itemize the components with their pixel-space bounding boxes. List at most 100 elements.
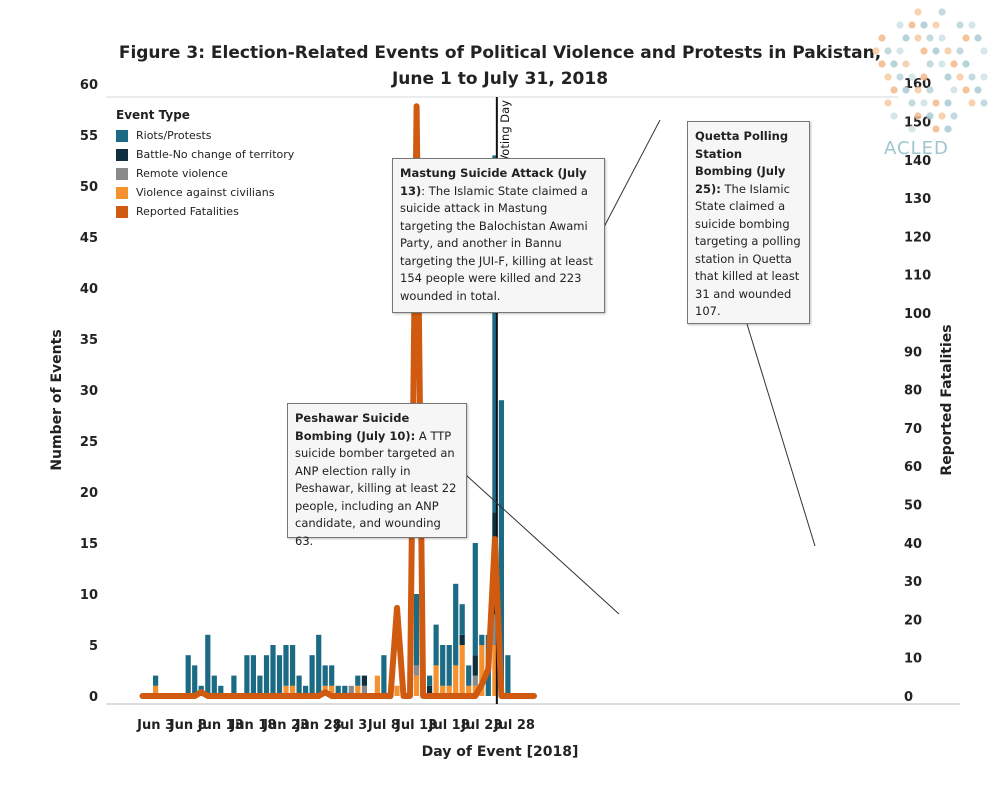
y2-tick-label: 60 — [904, 460, 922, 475]
bar-riots-protests — [335, 685, 341, 696]
legend-label: Remote violence — [136, 167, 228, 180]
annotation-peshawar: Peshawar Suicide Bombing (July 10): A TT… — [287, 403, 467, 548]
bar-remote-violence — [413, 665, 420, 676]
legend-item-remote-violence: Remote violence — [116, 164, 294, 183]
quetta-leader-line — [746, 323, 816, 547]
bar-riots-protests — [446, 645, 452, 686]
y2-tick-label: 20 — [904, 613, 922, 628]
bar-riots-protests — [440, 645, 446, 686]
logo-dot — [944, 99, 952, 107]
x-tick-label: Jun 28 — [295, 718, 342, 733]
y-tick-label: 35 — [80, 333, 98, 348]
bar-riots-protests — [257, 675, 263, 696]
x-tick-label: Jul 8 — [367, 718, 400, 733]
logo-dot — [932, 47, 940, 55]
chart-title-line-2: June 1 to July 31, 2018 — [391, 69, 609, 89]
bar-riots-protests — [218, 685, 224, 696]
logo-dot — [878, 60, 886, 68]
bar-riots-protests — [329, 665, 335, 686]
legend-label: Reported Fatalities — [136, 205, 239, 218]
y-tick-label: 15 — [80, 537, 98, 552]
y2-tick-label: 40 — [904, 537, 922, 552]
y-tick-label: 25 — [80, 435, 98, 450]
acled-logo-globe-icon — [872, 8, 988, 133]
legend-label: Violence against civilians — [136, 186, 275, 199]
bar-riots-protests — [211, 675, 217, 696]
logo-dot — [968, 21, 976, 29]
y2-tick-label: 140 — [904, 154, 931, 169]
logo-dot — [896, 73, 904, 81]
acled-logo-text: ACLED — [884, 138, 949, 159]
bar-riots-protests — [316, 634, 322, 696]
x-tick-label: Jul 3 — [334, 718, 367, 733]
logo-dot — [974, 86, 982, 94]
x-tick-label: Jun 18 — [229, 718, 276, 733]
x-tick-label: Jun 3 — [136, 718, 174, 733]
logo-dot — [932, 99, 940, 107]
logo-dot — [884, 99, 892, 107]
annotation-mastung: Mastung Suicide Attack (July 13): The Is… — [392, 158, 605, 313]
bar-riots-protests — [263, 655, 270, 696]
mastung-leader-line — [603, 119, 661, 228]
y2-tick-label: 90 — [904, 345, 922, 360]
bar-violence-against-civilians — [492, 645, 498, 696]
logo-dot — [890, 86, 898, 94]
logo-dot — [980, 73, 988, 81]
bar-riots-protests — [303, 685, 309, 696]
logo-dot — [896, 21, 904, 29]
bar-violence-against-civilians — [466, 685, 472, 696]
logo-dot — [944, 47, 952, 55]
logo-dot — [908, 99, 916, 107]
x-tick-label: Jun 13 — [197, 718, 244, 733]
bar-riots-protests — [433, 624, 439, 666]
annotation-peshawar-body: A TTP suicide bomber targeted an ANP ele… — [295, 428, 457, 548]
logo-dot — [914, 86, 922, 94]
y-tick-label: 50 — [80, 180, 98, 195]
bar-riots-protests — [492, 155, 498, 513]
logo-dot — [932, 21, 940, 29]
bar-riots-protests — [283, 645, 289, 686]
logo-dot — [896, 47, 904, 55]
y2-tick-label: 120 — [904, 230, 931, 245]
logo-dot — [908, 73, 916, 81]
legend-item-reported-fatalities: Reported Fatalities — [116, 202, 294, 221]
bar-riots-protests — [244, 655, 250, 696]
logo-dot — [938, 34, 946, 42]
y2-tick-label: 110 — [904, 269, 931, 284]
y-tick-label: 30 — [80, 384, 98, 399]
bar-violence-against-civilians — [355, 685, 361, 696]
logo-dot — [956, 47, 964, 55]
bar-riots-protests — [322, 665, 328, 686]
y-tick-label: 20 — [80, 486, 98, 501]
y2-tick-label: 30 — [904, 575, 922, 590]
y2-tick-label: 0 — [904, 690, 913, 705]
logo-dot — [926, 112, 934, 120]
chart-title: Figure 3: Election-Related Events of Pol… — [0, 40, 1000, 92]
legend-label: Riots/Protests — [136, 129, 212, 142]
y-tick-label: 55 — [80, 129, 98, 144]
logo-dot — [920, 47, 928, 55]
bar-violence-against-civilians — [440, 685, 446, 696]
bar-riots-protests — [309, 655, 315, 696]
bar-riots-protests — [427, 675, 433, 686]
bar-riots-protests — [479, 634, 485, 645]
logo-dot — [980, 47, 988, 55]
bar-riots-protests — [498, 400, 504, 696]
legend-item-violence-against-civilians: Violence against civilians — [116, 183, 294, 202]
bar-riots-protests — [505, 655, 511, 696]
legend-swatch — [116, 148, 128, 161]
logo-dot — [890, 60, 898, 68]
logo-dot — [950, 86, 958, 94]
legend-title: Event Type — [116, 108, 190, 122]
x-axis-title: Day of Event [2018] — [422, 744, 579, 760]
bar-battle-no-change-of-territory — [459, 634, 465, 645]
bar-remote-violence — [348, 685, 354, 696]
logo-dot — [932, 125, 940, 133]
logo-dot — [902, 34, 910, 42]
logo-dot — [938, 8, 946, 16]
annotation-leader-lines — [465, 119, 816, 615]
bar-riots-protests — [459, 604, 465, 635]
annotation-mastung-heading: Mastung Suicide Attack (July 13) — [400, 166, 587, 198]
